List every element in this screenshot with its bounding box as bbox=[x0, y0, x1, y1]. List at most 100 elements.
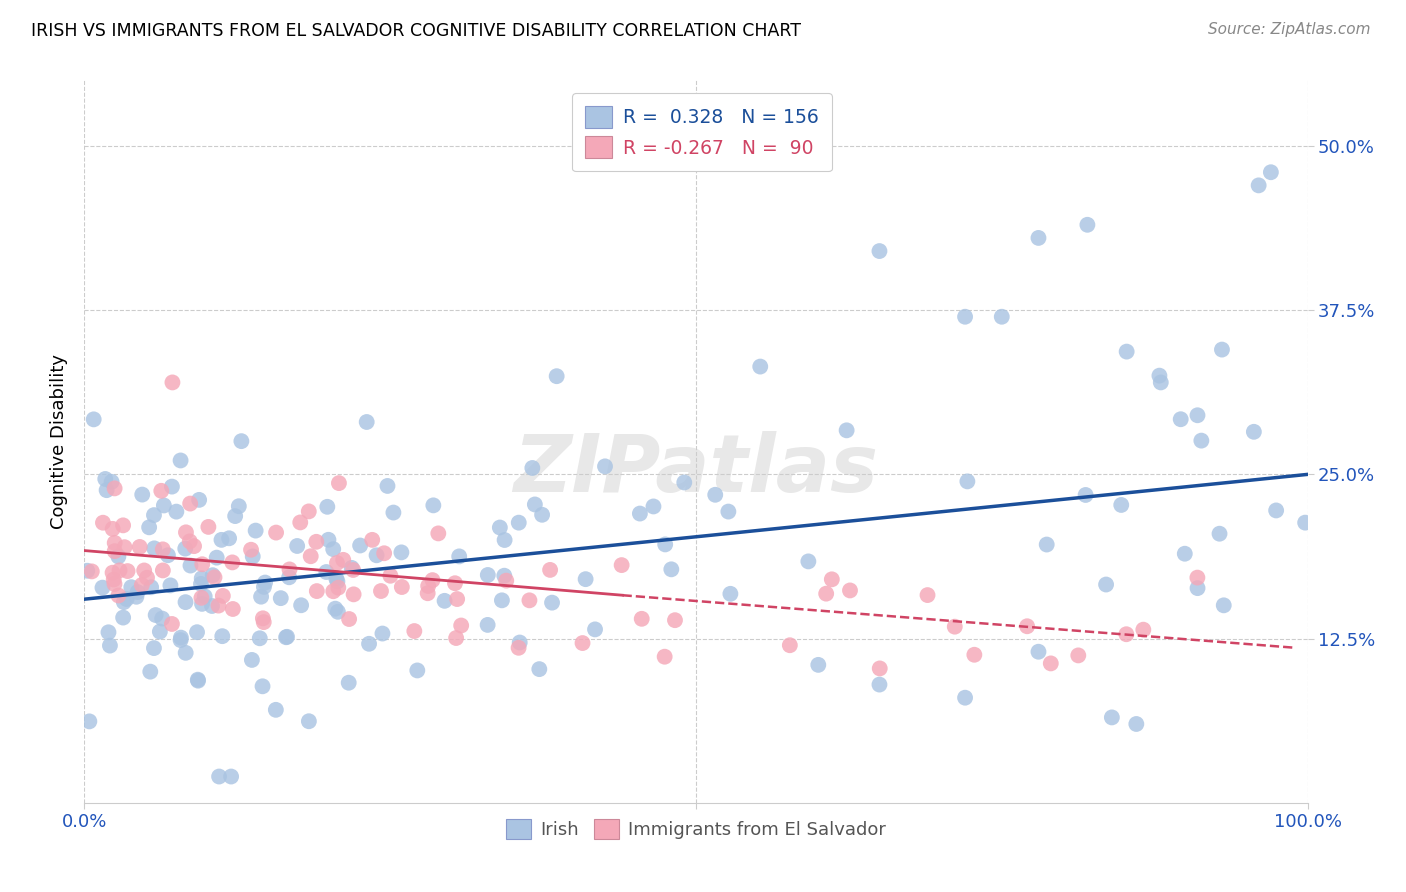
Point bbox=[211, 629, 233, 643]
Point bbox=[117, 564, 139, 578]
Point bbox=[1035, 537, 1057, 551]
Point bbox=[654, 649, 676, 664]
Point bbox=[207, 599, 229, 613]
Point bbox=[264, 703, 287, 717]
Point bbox=[125, 590, 148, 604]
Point bbox=[541, 596, 564, 610]
Point bbox=[139, 665, 162, 679]
Point bbox=[107, 589, 129, 603]
Point bbox=[1170, 412, 1192, 426]
Point bbox=[1150, 376, 1173, 390]
Point bbox=[571, 636, 593, 650]
Point bbox=[127, 585, 149, 599]
Point bbox=[495, 574, 517, 588]
Point bbox=[252, 679, 274, 693]
Point bbox=[169, 633, 191, 648]
Point bbox=[337, 612, 360, 626]
Point bbox=[143, 508, 166, 522]
Point bbox=[104, 544, 127, 558]
Point bbox=[1125, 717, 1147, 731]
Point bbox=[153, 499, 176, 513]
Point bbox=[779, 638, 801, 652]
Point bbox=[242, 549, 264, 564]
Point bbox=[91, 581, 114, 595]
Point bbox=[108, 563, 131, 577]
Point bbox=[593, 459, 616, 474]
Point bbox=[278, 570, 301, 584]
Point bbox=[101, 566, 124, 580]
Point bbox=[76, 564, 98, 578]
Point bbox=[391, 580, 413, 594]
Point bbox=[278, 562, 301, 576]
Point bbox=[169, 453, 191, 467]
Point bbox=[187, 673, 209, 688]
Point bbox=[253, 580, 276, 594]
Point bbox=[298, 504, 321, 518]
Point bbox=[815, 587, 838, 601]
Point bbox=[382, 506, 405, 520]
Point bbox=[332, 553, 354, 567]
Point bbox=[389, 545, 412, 559]
Point bbox=[477, 618, 499, 632]
Point bbox=[1187, 581, 1209, 595]
Point bbox=[1243, 425, 1265, 439]
Point bbox=[160, 617, 183, 632]
Point bbox=[240, 542, 263, 557]
Point bbox=[418, 579, 440, 593]
Point bbox=[717, 505, 740, 519]
Point bbox=[835, 423, 858, 437]
Point bbox=[179, 497, 201, 511]
Point bbox=[290, 599, 312, 613]
Point bbox=[519, 593, 541, 607]
Point bbox=[128, 540, 150, 554]
Point bbox=[211, 589, 233, 603]
Point bbox=[152, 563, 174, 577]
Point bbox=[274, 630, 297, 644]
Point bbox=[156, 548, 179, 562]
Point bbox=[1187, 571, 1209, 585]
Point bbox=[523, 498, 546, 512]
Point bbox=[100, 475, 122, 489]
Point bbox=[94, 472, 117, 486]
Point bbox=[406, 664, 429, 678]
Point bbox=[115, 592, 138, 607]
Point bbox=[254, 575, 277, 590]
Point bbox=[136, 571, 159, 585]
Point bbox=[179, 558, 201, 573]
Point bbox=[839, 583, 862, 598]
Point bbox=[253, 615, 276, 629]
Point bbox=[91, 516, 114, 530]
Point bbox=[1109, 498, 1132, 512]
Point bbox=[83, 412, 105, 426]
Point bbox=[107, 549, 129, 564]
Point bbox=[190, 571, 212, 585]
Point bbox=[357, 637, 380, 651]
Point bbox=[112, 518, 135, 533]
Point bbox=[114, 540, 136, 554]
Point bbox=[160, 480, 183, 494]
Point bbox=[522, 461, 544, 475]
Point bbox=[103, 573, 125, 587]
Point bbox=[446, 592, 468, 607]
Point bbox=[270, 591, 292, 606]
Point bbox=[1067, 648, 1090, 663]
Point bbox=[191, 558, 214, 572]
Point bbox=[322, 584, 344, 599]
Point bbox=[190, 591, 212, 605]
Point bbox=[290, 516, 312, 530]
Point bbox=[120, 580, 142, 594]
Point bbox=[208, 770, 231, 784]
Point bbox=[494, 568, 516, 582]
Point bbox=[305, 584, 328, 599]
Point bbox=[491, 593, 513, 607]
Point bbox=[531, 508, 554, 522]
Point bbox=[450, 618, 472, 632]
Point bbox=[165, 505, 187, 519]
Point bbox=[323, 601, 346, 615]
Point bbox=[610, 558, 633, 573]
Text: Source: ZipAtlas.com: Source: ZipAtlas.com bbox=[1208, 22, 1371, 37]
Point bbox=[1174, 547, 1197, 561]
Point bbox=[380, 568, 402, 582]
Point bbox=[377, 479, 399, 493]
Point bbox=[444, 631, 467, 645]
